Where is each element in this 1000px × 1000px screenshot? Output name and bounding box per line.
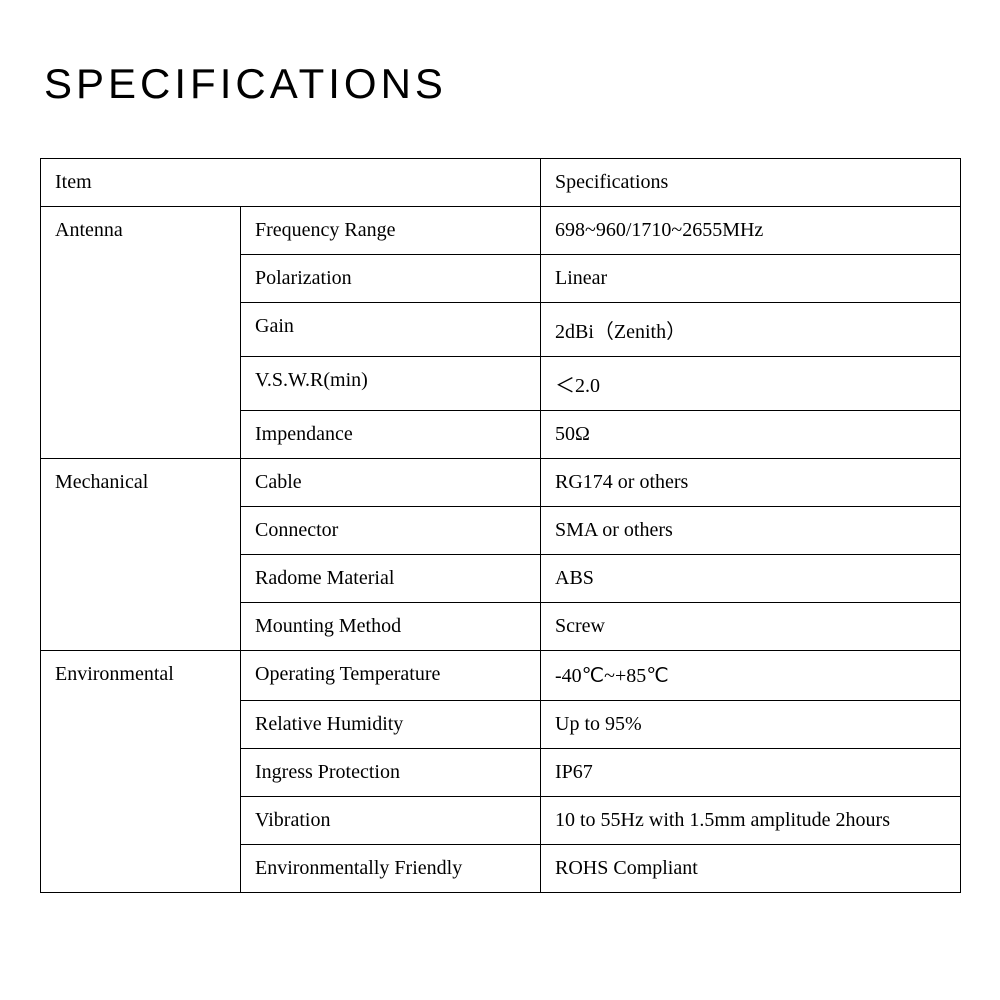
row-value: Up to 95% [541,701,961,749]
row-value: Screw [541,603,961,651]
row-value: IP67 [541,749,961,797]
row-label: Relative Humidity [241,701,541,749]
page-title: SPECIFICATIONS [44,60,960,108]
row-value: ROHS Compliant [541,845,961,893]
row-value: Linear [541,255,961,303]
row-value: RG174 or others [541,459,961,507]
row-label: Connector [241,507,541,555]
row-value: -40℃~+85℃ [541,651,961,701]
spec-table: Item Specifications Antenna Frequency Ra… [40,158,961,893]
row-label: Impendance [241,411,541,459]
header-item: Item [41,159,541,207]
row-value: 2dBi（Zenith） [541,303,961,357]
row-label: V.S.W.R(min) [241,357,541,411]
row-label: Frequency Range [241,207,541,255]
page: SPECIFICATIONS Item Specifications Anten… [0,0,1000,933]
row-label: Polarization [241,255,541,303]
row-value: SMA or others [541,507,961,555]
row-value: ABS [541,555,961,603]
table-header-row: Item Specifications [41,159,961,207]
row-value: 50Ω [541,411,961,459]
row-value: 10 to 55Hz with 1.5mm amplitude 2hours [541,797,961,845]
table-row: Mechanical Cable RG174 or others [41,459,961,507]
group-label: Antenna [41,207,241,459]
row-label: Ingress Protection [241,749,541,797]
header-spec: Specifications [541,159,961,207]
row-label: Environmentally Friendly [241,845,541,893]
row-label: Operating Temperature [241,651,541,701]
row-label: Cable [241,459,541,507]
row-label: Gain [241,303,541,357]
row-value: ＜2.0 [541,357,961,411]
row-value: 698~960/1710~2655MHz [541,207,961,255]
row-label: Mounting Method [241,603,541,651]
table-row: Environmental Operating Temperature -40℃… [41,651,961,701]
table-row: Antenna Frequency Range 698~960/1710~265… [41,207,961,255]
group-label: Mechanical [41,459,241,651]
group-label: Environmental [41,651,241,893]
row-label: Vibration [241,797,541,845]
row-label: Radome Material [241,555,541,603]
